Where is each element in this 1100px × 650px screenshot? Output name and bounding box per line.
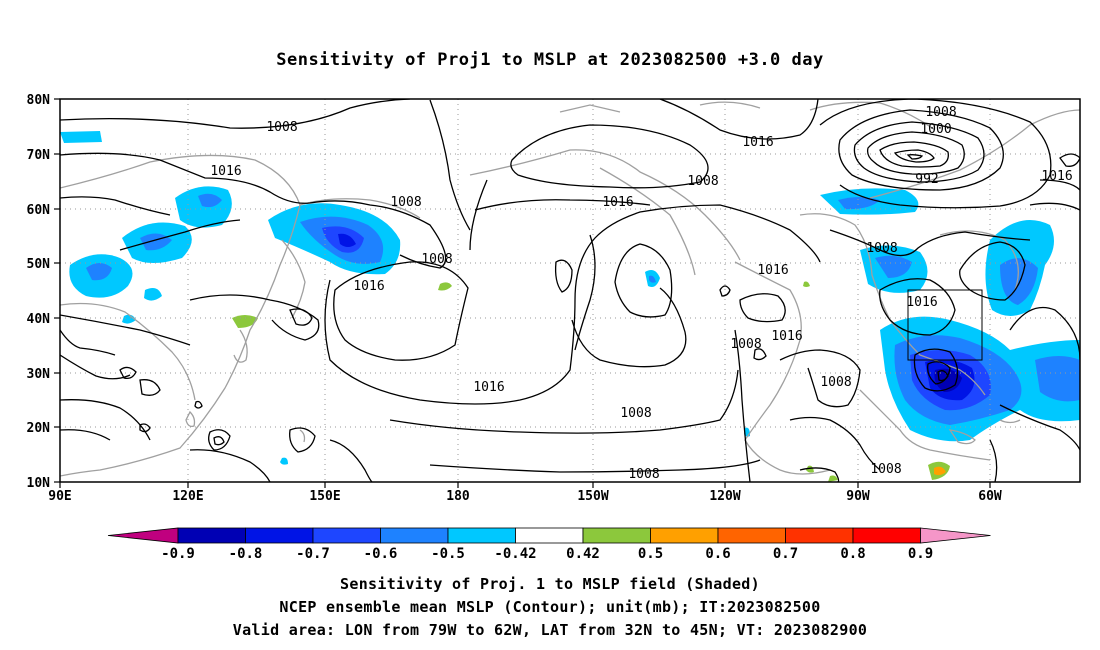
colorbar-cell [515,527,584,544]
lon-label: 90E [48,489,71,504]
lon-label: 90W [846,489,870,504]
isobar-label: 1008 [730,337,761,352]
isobar-label: 1008 [870,462,901,477]
colorbar-tick-label: 0.9 [908,546,933,562]
lon-label: 150W [577,489,608,504]
isobar-label: 1008 [820,375,851,390]
isobar-label: 1008 [628,467,659,482]
isobar-label: 1016 [742,135,773,150]
valid-area-box [907,289,983,361]
isobar-label: 1016 [1041,169,1072,184]
colorbar-tick-label: -0.5 [431,546,465,562]
map-frame [59,98,1081,483]
colorbar-cell [650,527,719,544]
colorbar-tick-label: 0.8 [840,546,865,562]
lat-label: 50N [27,257,51,272]
isobar-label: 1008 [421,252,452,267]
lat-label: 10N [27,476,51,491]
isobar-label: 1008 [687,174,718,189]
isobar-label: 1000 [920,122,951,137]
colorbar-cell [245,527,314,544]
colorbar-tick-label: -0.8 [229,546,263,562]
axis-ticks [54,98,991,488]
colorbar-cell [447,527,516,544]
colorbar-cell [312,527,381,544]
isobar-label: 1008 [925,105,956,120]
lon-label: 60W [978,489,1002,504]
colorbar-cell [785,527,854,544]
colorbar: -0.9 -0.8 -0.7 -0.6 -0.5 -0.42 0.42 0.5 0.6 0.7 0.… [107,527,991,562]
caption-contour: NCEP ensemble mean MSLP (Contour); unit(… [279,598,821,616]
isobar-label: 1008 [266,120,297,135]
longitude-labels: 90E 120E 150E 180 150W 120W 90W 60W [48,489,1002,504]
colorbar-tick-label: 0.7 [773,546,798,562]
colorbar-cell [852,527,921,544]
colorbar-low-triangle [107,527,179,544]
isobar-label: 1016 [757,263,788,278]
colorbar-cells [107,527,991,544]
lon-label: 120E [172,489,203,504]
isobar-label: 1016 [353,279,384,294]
lon-label: 180 [446,489,470,504]
colorbar-tick-label: -0.42 [494,546,536,562]
colorbar-tick-label: 0.6 [705,546,730,562]
isobar-label: 1016 [210,164,241,179]
colorbar-tick-label: 0.42 [566,546,600,562]
isobar-labels: 1008 1016 1016 1008 1016 1008 1016 1008 … [210,105,1072,482]
colorbar-tick-label: 0.5 [638,546,663,562]
isobar-label: 1008 [620,406,651,421]
isobar-label: 1008 [866,241,897,256]
colorbar-tick-labels: -0.9 -0.8 -0.7 -0.6 -0.5 -0.42 0.42 0.5 0.6 0.7 0.… [161,546,933,562]
caption-shaded: Sensitivity of Proj. 1 to MSLP field (Sh… [340,575,760,593]
lat-label: 70N [27,148,51,163]
lat-label: 80N [27,93,51,108]
colorbar-tick-label: -0.6 [364,546,398,562]
graticule [60,99,1080,482]
sensitivity-map: 80N 70N 60N 50N 40N 30N 20N 10N 90E 120E… [27,93,1081,504]
colorbar-tick-label: -0.7 [296,546,330,562]
isobar-label: 1016 [602,195,633,210]
isobar-contours [60,99,1080,482]
lon-label: 150E [309,489,340,504]
colorbar-cell [582,527,651,544]
colorbar-high-triangle [920,527,991,544]
colorbar-cell [380,527,449,544]
lat-label: 30N [27,367,51,382]
chart-title: Sensitivity of Proj1 to MSLP at 20230825… [276,50,824,70]
lat-label: 60N [27,203,51,218]
isobar-label: 1016 [473,380,504,395]
lat-label: 20N [27,421,51,436]
isobar-label: 1016 [771,329,802,344]
latitude-labels: 80N 70N 60N 50N 40N 30N 20N 10N [27,93,51,491]
caption-valid-area: Valid area: LON from 79W to 62W, LAT fro… [232,621,868,639]
lon-label: 120W [709,489,740,504]
lat-label: 40N [27,312,51,327]
isobar-label: 1008 [390,195,421,210]
colorbar-cell [177,527,246,544]
isobar-label: 992 [915,172,938,187]
sensitivity-shading [60,131,1080,482]
colorbar-cell [717,527,786,544]
isobar-label: 1016 [906,295,937,310]
colorbar-tick-label: -0.9 [161,546,195,562]
